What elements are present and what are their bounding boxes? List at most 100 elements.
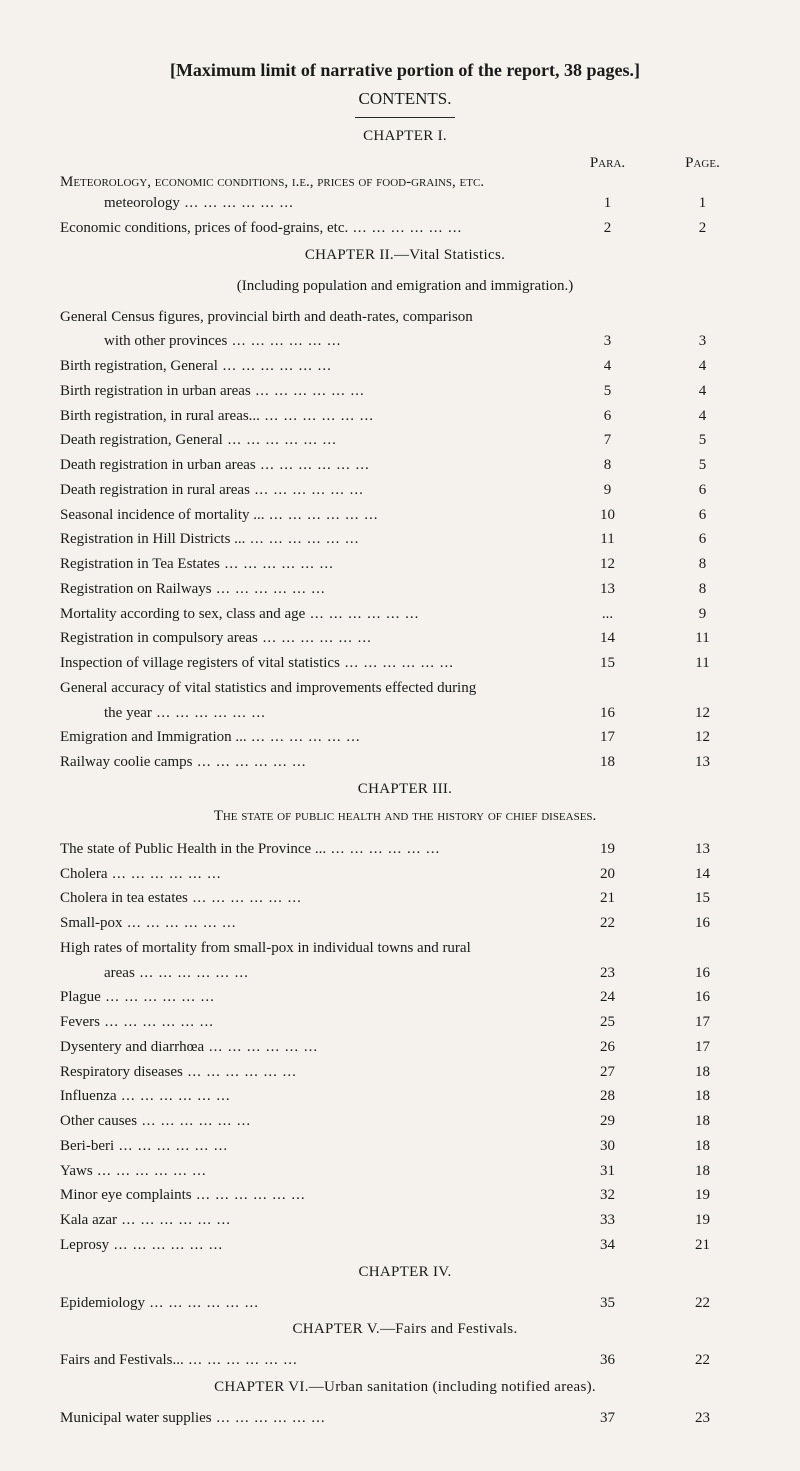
toc-label: Birth registration in urban areas (60, 379, 560, 404)
toc-row: Emigration and Immigration ...1712 (60, 725, 750, 750)
toc-para: 33 (560, 1208, 655, 1233)
toc-page: 2 (655, 216, 750, 241)
toc-page: 13 (655, 750, 750, 775)
toc-para: 5 (560, 379, 655, 404)
toc-label: Railway coolie camps (60, 750, 560, 775)
toc-row: the year1612 (60, 701, 750, 726)
col-page: Page. (655, 155, 750, 172)
toc-para: 9 (560, 478, 655, 503)
toc-label: Death registration, General (60, 428, 560, 453)
toc-page: 18 (655, 1084, 750, 1109)
toc-para: 34 (560, 1233, 655, 1258)
narrative-limit-title: [Maximum limit of narrative portion of t… (60, 60, 750, 81)
toc-row: Mortality according to sex, class and ag… (60, 602, 750, 627)
leader-dots (145, 1295, 259, 1311)
toc-label: Registration in compulsory areas (60, 626, 560, 651)
toc-row: Death registration, General75 (60, 428, 750, 453)
toc-label: with other provinces (60, 329, 560, 354)
toc-row: High rates of mortality from small-pox i… (60, 936, 750, 961)
leader-dots (184, 1352, 298, 1368)
toc-page: 17 (655, 1010, 750, 1035)
leader-dots (265, 507, 379, 523)
toc-row: Cholera in tea estates2115 (60, 886, 750, 911)
toc-label: Plague (60, 985, 560, 1010)
toc-row: Death registration in rural areas96 (60, 478, 750, 503)
toc-label: Emigration and Immigration ... (60, 725, 560, 750)
leader-dots (204, 1039, 318, 1055)
leader-dots (109, 1237, 223, 1253)
toc-page: 22 (655, 1348, 750, 1373)
toc-para: 27 (560, 1060, 655, 1085)
toc-label: Kala azar (60, 1208, 560, 1233)
leader-dots (117, 1212, 231, 1228)
section-label-text: Meteorology, economic conditions, i.e., … (60, 174, 560, 191)
chapter-5-heading-text: CHAPTER V.—Fairs and Festivals. (292, 1321, 517, 1337)
leader-dots (251, 383, 365, 399)
leader-dots (260, 408, 374, 424)
chapter-2-heading: CHAPTER II.—Vital Statistics. (60, 247, 750, 264)
toc-row: Death registration in urban areas85 (60, 453, 750, 478)
toc-label: Beri-beri (60, 1134, 560, 1159)
toc-para: 13 (560, 577, 655, 602)
toc-label: Cholera in tea estates (60, 886, 560, 911)
toc-para: 7 (560, 428, 655, 453)
toc-para: 11 (560, 527, 655, 552)
toc-para: 35 (560, 1291, 655, 1316)
leader-dots (180, 195, 294, 211)
leader-dots (93, 1163, 207, 1179)
toc-para: 30 (560, 1134, 655, 1159)
toc-label: Leprosy (60, 1233, 560, 1258)
toc-page: 11 (655, 626, 750, 651)
chapter-4-rows: Epidemiology3522 (60, 1291, 750, 1316)
toc-page: 19 (655, 1208, 750, 1233)
leader-dots (117, 1088, 231, 1104)
chapter-2-heading-text: CHAPTER II.—Vital Statistics. (305, 247, 505, 263)
toc-row: Respiratory diseases2718 (60, 1060, 750, 1085)
toc-para: ... (560, 602, 655, 627)
leader-dots (220, 556, 334, 572)
toc-para: 18 (560, 750, 655, 775)
toc-row: areas2316 (60, 961, 750, 986)
toc-page: 5 (655, 453, 750, 478)
toc-label: Yaws (60, 1159, 560, 1184)
chapter-1-heading: CHAPTER I. (60, 128, 750, 145)
leader-dots (137, 1113, 251, 1129)
toc-para: 10 (560, 503, 655, 528)
leader-dots (223, 432, 337, 448)
toc-label: Seasonal incidence of mortality ... (60, 503, 560, 528)
toc-para: 28 (560, 1084, 655, 1109)
toc-row: Other causes2918 (60, 1109, 750, 1134)
toc-para: 31 (560, 1159, 655, 1184)
toc-para: 17 (560, 725, 655, 750)
toc-para: 24 (560, 985, 655, 1010)
toc-row: Economic conditions, prices of food-grai… (60, 216, 750, 241)
toc-para: 32 (560, 1183, 655, 1208)
toc-row: Kala azar3319 (60, 1208, 750, 1233)
toc-label: The state of Public Health in the Provin… (60, 837, 560, 862)
toc-page: 4 (655, 404, 750, 429)
leader-dots (348, 220, 462, 236)
toc-row: Registration in Tea Estates128 (60, 552, 750, 577)
toc-label: Birth registration, General (60, 354, 560, 379)
toc-page: 16 (655, 911, 750, 936)
leader-dots (101, 989, 215, 1005)
leader-dots (326, 841, 440, 857)
toc-page: 8 (655, 577, 750, 602)
chapter-3-rows: The state of Public Health in the Provin… (60, 837, 750, 1258)
toc-row: Beri-beri3018 (60, 1134, 750, 1159)
toc-para: 1 (560, 191, 655, 216)
leader-dots (188, 890, 302, 906)
toc-label: Death registration in rural areas (60, 478, 560, 503)
toc-para: 21 (560, 886, 655, 911)
toc-label: General accuracy of vital statistics and… (60, 676, 560, 701)
leader-dots (227, 333, 341, 349)
toc-para: 4 (560, 354, 655, 379)
toc-label: Economic conditions, prices of food-grai… (60, 216, 560, 241)
toc-row: Birth registration, in rural areas...64 (60, 404, 750, 429)
toc-label: Registration on Railways (60, 577, 560, 602)
toc-para: 3 (560, 329, 655, 354)
toc-label: Dysentery and diarrhœa (60, 1035, 560, 1060)
toc-page: 1 (655, 191, 750, 216)
leader-dots (100, 1014, 214, 1030)
chapter-6-rows: Municipal water supplies3723 (60, 1406, 750, 1431)
